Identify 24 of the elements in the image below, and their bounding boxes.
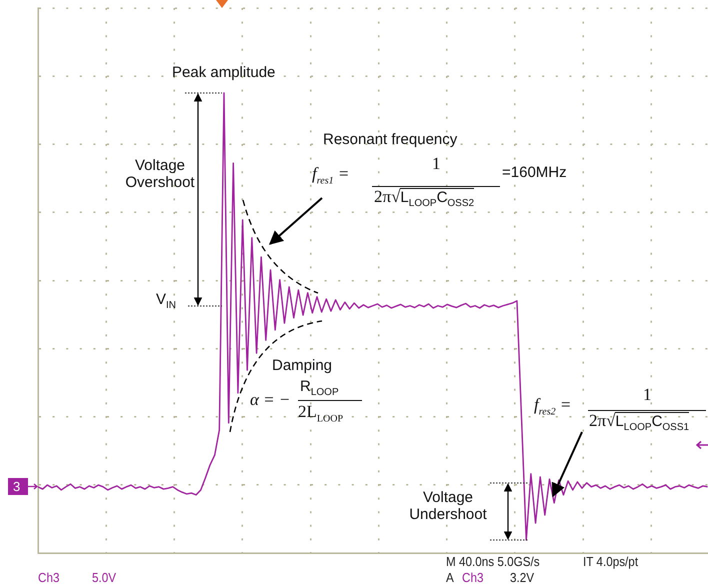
annotation: f$_{res2}$ = [534,395,572,420]
annotation: =160MHz [502,164,567,181]
text: M 40.0ns 5.0GS/s [446,553,540,570]
text: Peak amplitude [172,64,276,81]
annotation: α = − [250,390,290,409]
annotation: 1 [432,154,440,173]
text: 3.2V [510,569,534,586]
text: IT 4.0ps/pt [583,553,638,570]
annotation: Voltage Undershoot [408,489,488,523]
text: Ch3 [38,569,60,586]
text: 5.0V [92,569,116,586]
annotation: Damping [272,357,332,374]
text: Ch3 [462,569,484,586]
annotation: 1 [643,385,652,404]
annotation: Voltage Overshoot [124,157,196,191]
annotation: 2π√L$_{LOOP}$C$_{OSS1}$ [589,411,690,435]
annotation: 2L$_{LOOP}$ [298,402,344,426]
annotation: 2π√L$_{LOOP}$C$_{OSS2}$ [374,187,474,211]
text: 3 [13,478,20,495]
text: A [446,569,454,586]
annotation: V$_{IN}$ [156,291,176,313]
annotation: f$_{res1}$ = [312,164,350,188]
annotation: R$_{LOOP}$ [300,378,339,400]
annotation: Resonant frequency [323,131,458,148]
